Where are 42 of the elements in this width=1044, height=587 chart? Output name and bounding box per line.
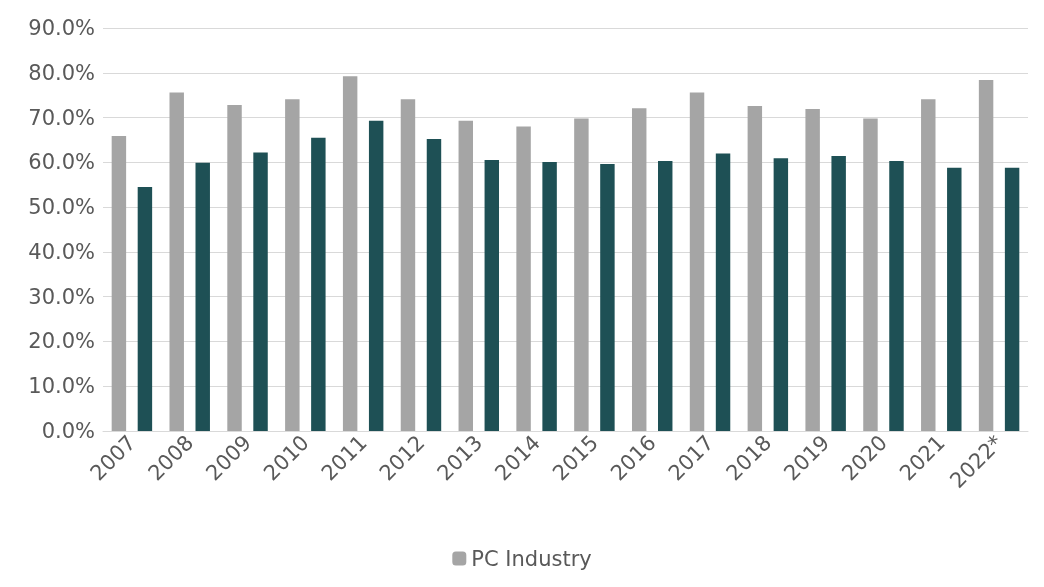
y-tick-label: 90.0%: [28, 16, 95, 40]
bar: [253, 152, 268, 431]
bar: [111, 135, 127, 431]
bar: [484, 160, 500, 431]
bar: [773, 158, 789, 431]
bar: [426, 139, 442, 431]
bar: [715, 153, 731, 431]
bar: [400, 99, 416, 431]
bar: [658, 160, 673, 431]
bar: [889, 160, 904, 431]
bar: [368, 120, 384, 431]
y-tick-label: 10.0%: [28, 374, 95, 399]
bar: [311, 137, 326, 431]
bar: [227, 105, 242, 431]
bar: [342, 76, 358, 431]
y-tick-label: 40.0%: [28, 239, 95, 264]
bar: [169, 92, 184, 431]
bar: [137, 186, 153, 431]
bar: [542, 161, 557, 431]
bar: [689, 92, 705, 431]
bar: [1004, 167, 1020, 431]
bar: [921, 99, 936, 431]
bar: [600, 164, 615, 431]
bar: [805, 109, 820, 431]
bar: [978, 79, 994, 431]
y-tick-label: 60.0%: [28, 150, 95, 175]
legend-label: PC Industry: [471, 546, 592, 571]
y-tick-label: 70.0%: [28, 105, 95, 130]
bar: [831, 156, 846, 431]
bar: [631, 108, 647, 431]
bar: [516, 126, 531, 431]
bar: [747, 105, 763, 431]
y-tick-label: 50.0%: [28, 195, 95, 220]
y-tick-label: 80.0%: [28, 60, 95, 85]
bar: [574, 118, 589, 431]
bar: [195, 162, 210, 431]
bar: [947, 167, 962, 431]
bar: [285, 99, 300, 431]
y-tick-label: 20.0%: [28, 329, 95, 354]
bar: [458, 120, 473, 431]
bar: [863, 118, 878, 431]
y-tick-label: 30.0%: [28, 284, 95, 309]
